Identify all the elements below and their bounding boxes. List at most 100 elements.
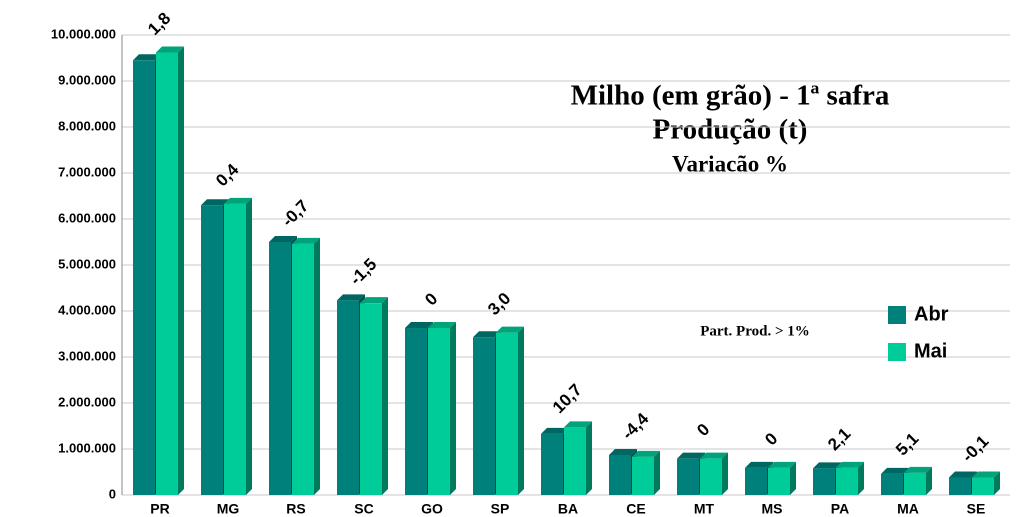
bar [292,243,314,495]
bar [337,300,359,495]
bar [677,458,699,495]
bar-top [881,467,909,474]
bar-side [926,466,932,495]
bar-side [246,197,252,495]
bar [405,328,427,495]
annotation: 5,1 [892,429,922,459]
annotation: 0,4 [212,160,243,191]
bar [564,427,586,495]
bar-side [858,461,864,495]
bar [813,468,835,495]
bar-top [496,326,524,333]
bar-top [745,461,773,468]
y-tick-label: 0 [109,486,116,501]
bar [972,477,994,495]
bar-side [314,237,320,495]
bar-side [654,450,660,495]
bar-top [269,236,297,242]
bar-top [337,294,365,301]
y-tick-label: 7.000.000 [58,164,116,179]
bar-top [224,197,252,204]
legend-swatch [888,343,906,361]
bar [745,467,767,495]
bar-top [632,450,660,457]
x-tick-label: PA [831,501,849,517]
bar [133,60,155,496]
bar-side [178,46,184,495]
note: Part. Prod. > 1% [700,323,810,339]
bar-top [564,421,592,428]
bar-top [360,297,388,304]
bar [904,472,926,495]
bar-top [201,199,229,206]
bar-side [994,471,1000,495]
annotation: -1,5 [346,255,380,289]
bar-side [586,421,592,495]
bar [632,456,654,495]
bar [949,477,971,495]
bar-top [156,46,184,53]
x-tick-label: CE [626,501,645,517]
bar-top [768,461,796,468]
x-tick-label: RS [286,501,305,517]
bar-side [450,322,456,495]
bar [541,433,563,495]
annotation: 1,8 [144,9,174,39]
bar-side [382,297,388,495]
bar-top [700,452,728,459]
y-tick-label: 8.000.000 [58,118,116,133]
bar-top [428,322,456,329]
bar [224,203,246,495]
bar [473,337,495,495]
annotation: -0,1 [958,432,992,466]
y-tick-label: 6.000.000 [58,210,116,225]
y-tick-label: 5.000.000 [58,256,116,271]
x-tick-label: SP [491,501,510,517]
annotation: -4,4 [618,409,653,444]
x-tick-label: BA [558,501,578,517]
x-tick-label: SE [967,501,986,517]
legend-swatch [888,306,906,324]
bar-side [518,326,524,495]
annotation: 0 [421,289,441,309]
y-tick-label: 9.000.000 [58,72,116,87]
bar-top [133,54,161,61]
legend-label: Mai [914,340,947,362]
bar [428,328,450,495]
x-tick-label: MG [217,501,240,517]
bar [269,242,291,495]
bar-top [609,448,637,455]
bar-top [473,331,501,338]
x-tick-label: MA [897,501,919,517]
x-tick-label: PR [150,501,169,517]
bar-top [904,466,932,473]
bar-top [292,237,320,244]
annotation: 0 [761,429,781,449]
bar [496,332,518,495]
bar-side [790,461,796,495]
y-tick-label: 3.000.000 [58,348,116,363]
y-tick-label: 2.000.000 [58,394,116,409]
y-tick-label: 4.000.000 [58,302,116,317]
chart-subtitle: Produção (t) [653,114,808,146]
bar-top [677,452,705,459]
bar-top [836,461,864,468]
bar-top [949,471,977,478]
bar-top [972,471,1000,478]
bar-top [541,427,569,434]
x-tick-label: MS [762,501,783,517]
bar [201,205,223,495]
chart-title: Milho (em grão) - 1ª safra [571,80,890,112]
x-tick-label: GO [421,501,443,517]
annotation: -0,7 [278,196,312,230]
y-tick-label: 10.000.000 [51,26,116,41]
chart-subtitle: Variacão % [672,151,788,176]
bar-top [813,462,841,469]
bar [836,467,858,495]
annotation: 0 [693,420,713,440]
annotation: 2,1 [824,424,854,454]
annotation: 10,7 [549,380,586,417]
bar-top [405,322,433,329]
annotation: 3,0 [484,289,514,319]
bar [768,467,790,495]
